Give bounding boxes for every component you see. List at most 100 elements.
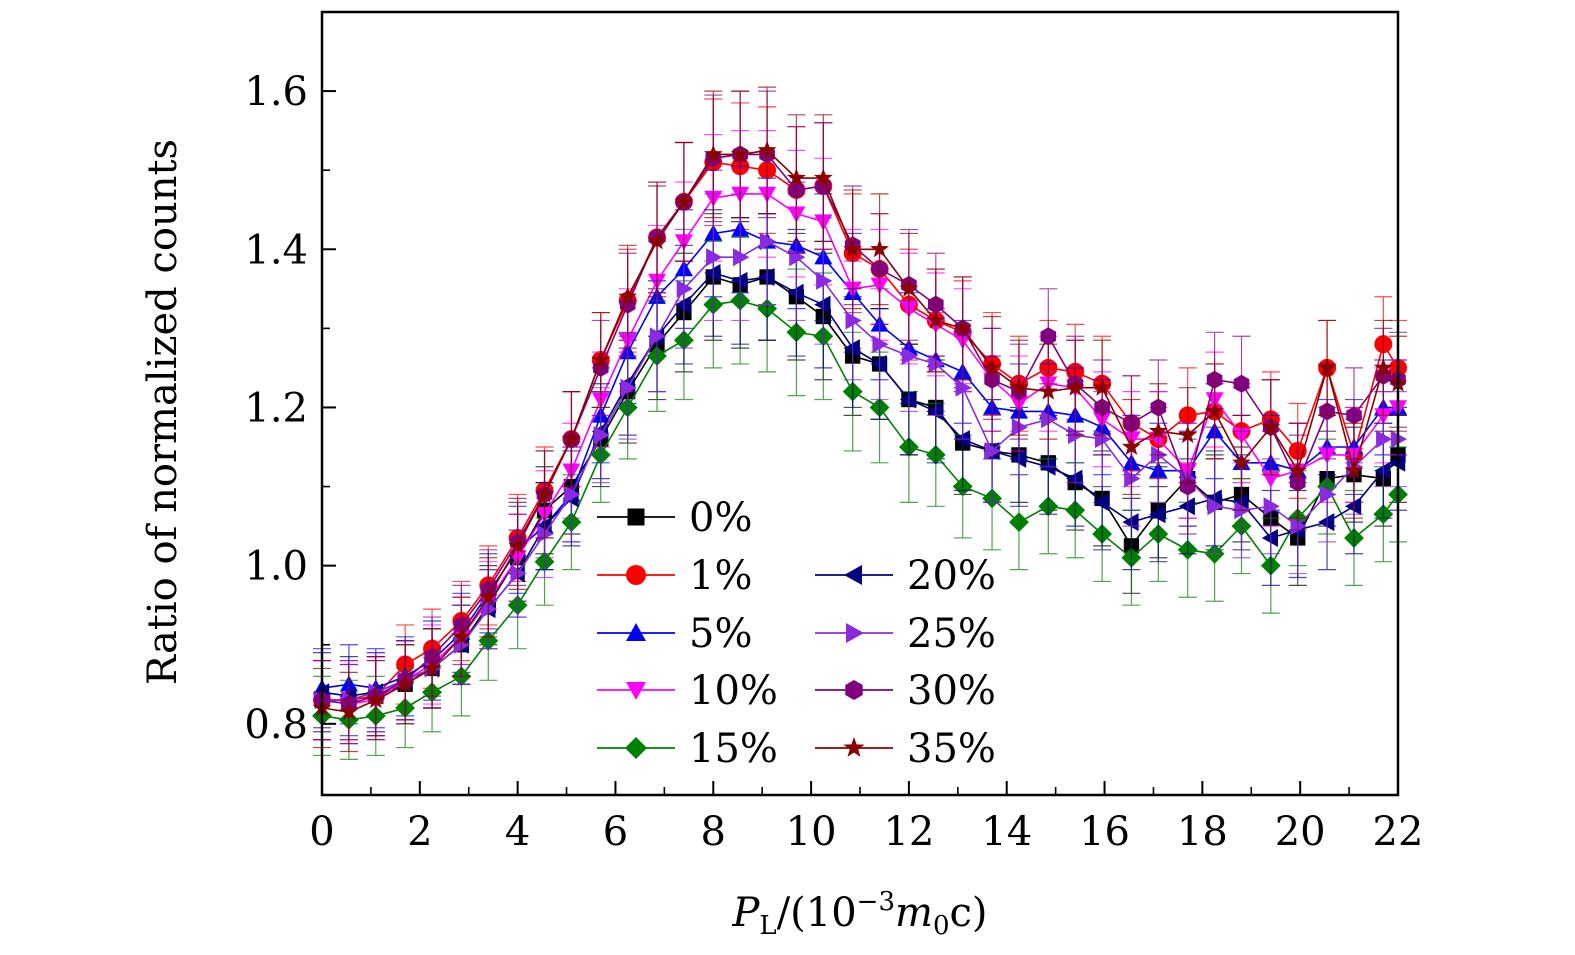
data-point (674, 295, 692, 314)
x-axis-title-msub: 0 (933, 911, 950, 941)
data-point (928, 355, 945, 373)
data-point (899, 390, 917, 409)
data-point (1373, 358, 1393, 376)
data-point (647, 231, 667, 250)
data-point (1010, 449, 1027, 468)
data-point (731, 271, 748, 290)
y-tick-label: 0.8 (244, 702, 308, 748)
data-point (1124, 469, 1141, 488)
data-point (1233, 374, 1250, 393)
data-point (1148, 421, 1168, 440)
legend-item-0: 0% (597, 495, 752, 541)
data-point (481, 600, 498, 619)
legend: 0% 1% 5% 10% 15% 20% 25% 30% 35% (597, 495, 996, 772)
data-point (564, 485, 581, 504)
data-point (1288, 460, 1308, 479)
axes-layer: 0 2 4 6 8 10 12 14 16 18 20 22 0.8 1.0 1.2 1.4 1.6 (244, 10, 1423, 855)
x-axis-title-sub: L (759, 911, 776, 941)
data-point (1319, 485, 1337, 504)
data-point (562, 429, 581, 448)
legend-marker (626, 565, 646, 585)
x-tick-label: 0 (309, 809, 334, 855)
x-tick-label: 14 (981, 809, 1032, 855)
legend-label: 0% (689, 495, 752, 541)
legend-item-1: 1% (597, 553, 752, 599)
x-axis-title-p: P (732, 890, 761, 936)
x-axis-title-open: /(10 (777, 890, 857, 936)
series-6 (313, 177, 1407, 741)
legend-marker (626, 623, 646, 641)
x-tick-label: 16 (1079, 809, 1130, 855)
data-point (452, 626, 471, 645)
data-point (1263, 497, 1280, 516)
data-point (1041, 410, 1058, 429)
data-point (339, 702, 359, 720)
data-point (843, 239, 863, 258)
x-axis-title-sup: −3 (857, 887, 895, 917)
series-7-line (321, 153, 1399, 705)
legend-label: 20% (907, 553, 996, 599)
data-point (1092, 377, 1112, 396)
data-point (1065, 377, 1085, 396)
legend-item-2: 5% (597, 611, 752, 657)
legend-label: 10% (689, 668, 778, 714)
legend-marker (844, 565, 862, 585)
data-point (508, 536, 528, 554)
data-point (758, 268, 775, 286)
data-point (593, 426, 610, 445)
data-point (1040, 327, 1057, 346)
data-point (1038, 381, 1058, 400)
data-point (1009, 377, 1029, 396)
series-6-line (322, 240, 1398, 701)
data-point (757, 140, 777, 159)
x-tick-label: 18 (1177, 809, 1228, 855)
legend-item-5: 20% (815, 553, 996, 599)
data-point (955, 378, 972, 397)
x-tick-label: 10 (786, 809, 837, 855)
data-point (478, 587, 498, 606)
data-point (395, 674, 415, 693)
series-8 (312, 86, 1408, 753)
data-point (591, 350, 611, 368)
data-point (813, 168, 833, 187)
legend-marker (626, 682, 646, 700)
x-tick-label: 4 (505, 809, 530, 855)
series-3-line (321, 193, 1399, 705)
data-point (620, 378, 637, 397)
data-point (1093, 493, 1110, 512)
series-layer (312, 86, 1408, 761)
legend-marker (846, 623, 864, 643)
data-point (1232, 493, 1249, 512)
legend-marker (627, 508, 645, 526)
legend-marker (843, 737, 865, 757)
data-point (422, 658, 442, 677)
data-point (1232, 452, 1251, 471)
data-point (1317, 358, 1337, 376)
data-point (1178, 425, 1198, 444)
legend-marker (845, 680, 863, 700)
data-point (870, 239, 889, 258)
data-point (759, 232, 777, 251)
y-tick-label: 1.0 (244, 544, 308, 590)
x-tick-label: 6 (603, 809, 628, 855)
data-point (1318, 513, 1335, 532)
x-axis-title: PL/(10−3m0c) (732, 887, 988, 941)
data-point (843, 339, 860, 358)
data-point (1261, 529, 1278, 547)
series-0-line (322, 276, 1399, 701)
y-tick-label: 1.4 (244, 227, 308, 273)
data-point (1207, 497, 1224, 516)
data-point (1149, 505, 1166, 524)
data-point (1009, 512, 1029, 532)
y-axis-title: Ratio of normalized counts (140, 139, 186, 685)
x-tick-label: 8 (701, 809, 726, 855)
data-point (787, 168, 806, 187)
series-8-line (321, 149, 1399, 713)
legend-label: 25% (907, 611, 996, 657)
data-point (816, 271, 833, 290)
data-point (618, 286, 638, 305)
data-point (674, 191, 694, 210)
data-point (1346, 406, 1362, 425)
data-point (870, 355, 887, 373)
